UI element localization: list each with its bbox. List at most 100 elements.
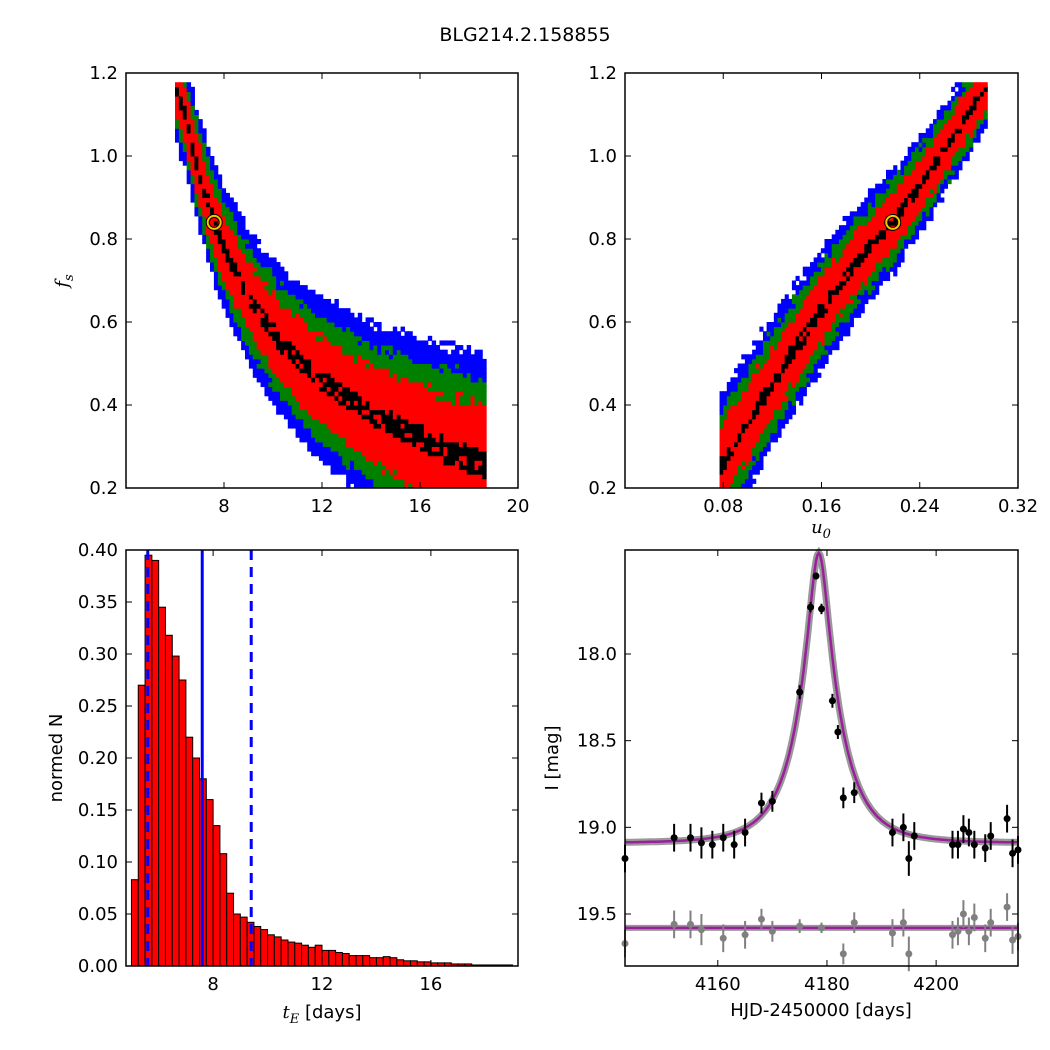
density-cell (237, 298, 242, 305)
density-cell (791, 340, 797, 346)
density-cell (303, 386, 308, 392)
density-cell (182, 91, 188, 97)
density-cell (291, 322, 297, 328)
density-cell (784, 317, 789, 323)
density-cell (194, 165, 199, 171)
density-cell (318, 354, 324, 360)
density-cell (400, 363, 405, 369)
density-cell (330, 428, 335, 434)
data-point (708, 841, 716, 849)
density-cell (377, 331, 382, 337)
density-cell (806, 289, 811, 295)
density-cell (268, 354, 273, 360)
density-cell (940, 142, 945, 148)
density-cell (256, 372, 262, 378)
density-cell (914, 229, 920, 235)
density-cell (311, 289, 316, 295)
density-cell (824, 248, 829, 254)
density-cell (213, 206, 219, 212)
density-cell (936, 174, 941, 180)
density-cell (330, 312, 335, 318)
density-cell (911, 183, 916, 189)
density-cell (416, 446, 421, 452)
density-cell (404, 368, 409, 374)
density-cell (482, 363, 487, 369)
density-cell (965, 96, 970, 102)
density-cell (936, 146, 941, 152)
density-cell (260, 294, 265, 300)
density-cell (427, 372, 433, 378)
density-cell (871, 229, 876, 235)
density-cell (318, 331, 324, 337)
density-cell (889, 174, 894, 180)
density-cell (824, 354, 829, 360)
density-cell (233, 280, 238, 286)
density-cell (272, 317, 277, 323)
density-cell (377, 400, 382, 406)
density-cell (907, 211, 912, 217)
density-cell (439, 358, 444, 364)
density-cell (773, 331, 778, 337)
density-cell (462, 455, 468, 461)
density-cell (233, 317, 238, 323)
density-cell (373, 358, 378, 364)
density-cell (831, 312, 836, 318)
density-cell (846, 289, 851, 295)
density-cell (929, 151, 934, 157)
density-cell (346, 400, 351, 406)
density-cell (788, 298, 793, 305)
density-cell (381, 391, 386, 397)
density-cell (330, 354, 335, 360)
density-cell (338, 405, 343, 411)
density-cell (377, 368, 382, 374)
density-cell (762, 395, 768, 401)
density-cell (470, 483, 475, 489)
density-cell (404, 400, 409, 406)
density-cell (954, 91, 959, 97)
density-cell (299, 432, 304, 438)
histogram-bar (307, 946, 316, 967)
density-cell (842, 262, 847, 268)
density-cell (918, 165, 923, 171)
density-cell (730, 460, 735, 466)
density-cell (416, 368, 421, 374)
density-cell (799, 289, 804, 295)
density-cell (896, 202, 901, 208)
density-cell (482, 368, 487, 374)
density-cell (781, 308, 786, 314)
density-cell (416, 391, 421, 397)
density-cell (381, 363, 386, 369)
density-cell (972, 91, 977, 97)
density-cell (357, 409, 363, 415)
density-cell (381, 405, 386, 411)
density-cell (404, 446, 409, 452)
density-cell (229, 197, 234, 203)
density-cell (252, 335, 258, 341)
density-cell (482, 460, 487, 466)
density-cell (272, 271, 277, 277)
density-cell (334, 446, 339, 452)
density-cell (245, 234, 250, 240)
density-cell (741, 377, 746, 383)
density-cell (291, 405, 297, 411)
density-cell (451, 381, 456, 388)
density-cell (980, 86, 985, 92)
density-cell (864, 202, 869, 208)
density-cell (759, 441, 764, 447)
density-cell (922, 192, 927, 198)
density-cell (896, 229, 901, 235)
density-cell (478, 428, 483, 434)
density-cell (416, 381, 421, 388)
density-cell (969, 114, 974, 120)
density-cell (307, 322, 312, 328)
density-cell (427, 335, 433, 341)
density-cell (268, 294, 273, 300)
density-cell (326, 428, 332, 434)
density-cell (350, 317, 355, 323)
density-cell (350, 400, 355, 406)
density-cell (361, 432, 367, 438)
density-cell (885, 262, 891, 268)
density-cell (885, 252, 891, 258)
density-cell (835, 248, 840, 254)
density-cell (412, 345, 417, 351)
